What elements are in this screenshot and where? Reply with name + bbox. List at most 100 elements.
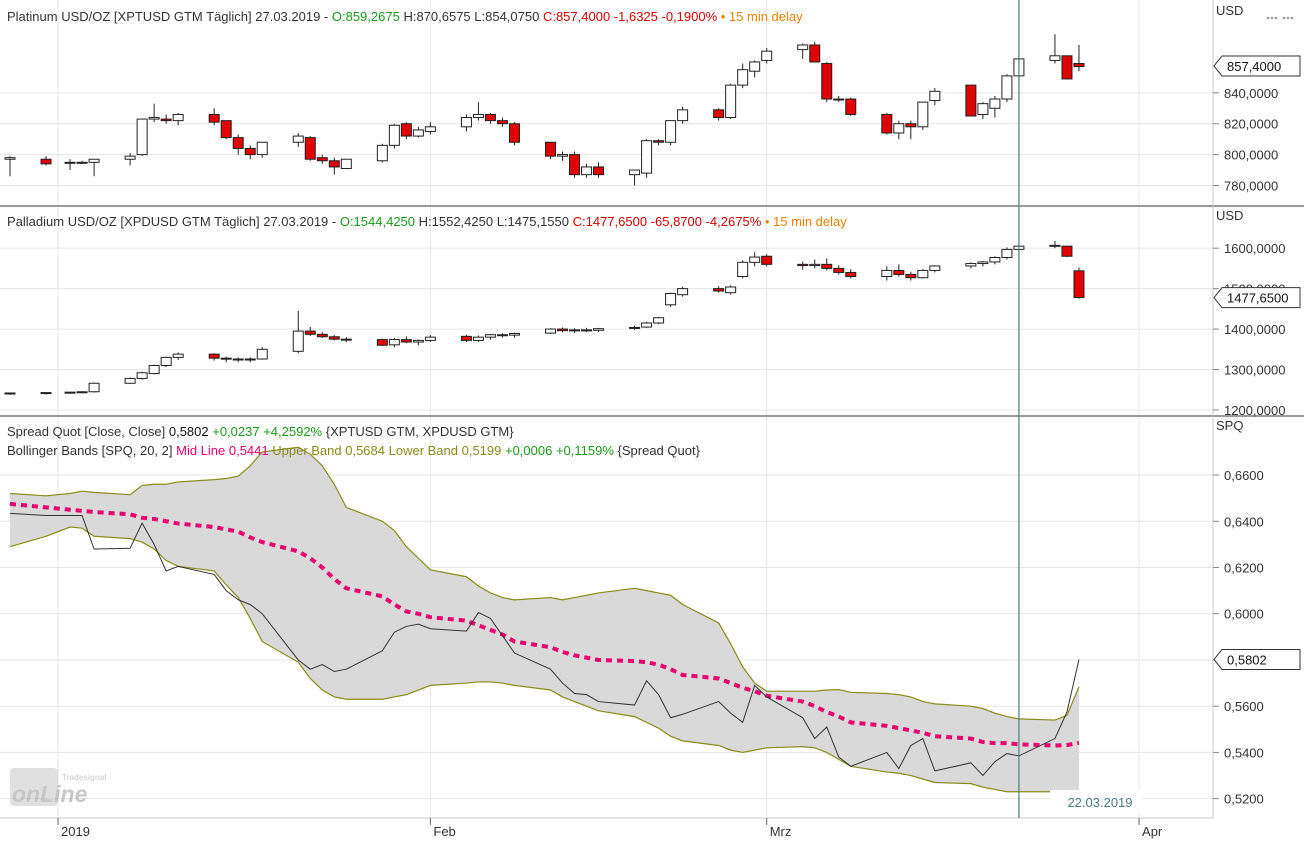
palladium-candle[interactable]	[316, 332, 328, 338]
platinum-candle[interactable]	[1049, 34, 1061, 64]
platinum-candle[interactable]	[328, 157, 340, 175]
palladium-candle[interactable]	[232, 357, 244, 363]
palladium-candle[interactable]	[1001, 247, 1013, 260]
palladium-candle[interactable]	[929, 265, 941, 273]
palladium-candles[interactable]	[4, 240, 1085, 395]
palladium-candle[interactable]	[460, 334, 472, 343]
palladium-candle[interactable]	[472, 335, 484, 343]
platinum-candle[interactable]	[472, 102, 484, 121]
platinum-candle[interactable]	[256, 141, 268, 158]
platinum-candle[interactable]	[460, 114, 472, 132]
platinum-candle[interactable]	[136, 118, 148, 157]
platinum-candle[interactable]	[593, 162, 605, 178]
palladium-candle[interactable]	[160, 356, 172, 368]
palladium-candle[interactable]	[905, 271, 917, 281]
platinum-candle[interactable]	[1061, 55, 1073, 80]
platinum-candle[interactable]	[88, 158, 100, 177]
palladium-candle[interactable]	[845, 269, 857, 279]
platinum-candle[interactable]	[148, 103, 160, 123]
palladium-candle[interactable]	[977, 261, 989, 267]
palladium-candle[interactable]	[148, 364, 160, 375]
palladium-candle[interactable]	[220, 356, 232, 363]
palladium-candle[interactable]	[256, 347, 268, 360]
platinum-candle[interactable]	[76, 160, 88, 164]
platinum-candle[interactable]	[797, 43, 809, 59]
platinum-candle[interactable]	[977, 102, 989, 120]
platinum-candle[interactable]	[208, 108, 220, 126]
palladium-candle[interactable]	[496, 333, 508, 338]
palladium-candle[interactable]	[328, 335, 340, 341]
palladium-candle[interactable]	[725, 285, 737, 295]
panel-close-icon[interactable]	[1282, 16, 1294, 20]
palladium-candle[interactable]	[124, 377, 136, 385]
palladium-candle[interactable]	[677, 286, 689, 297]
platinum-candle[interactable]	[881, 112, 893, 135]
spread-series[interactable]	[9, 446, 1080, 800]
palladium-candle[interactable]	[64, 391, 76, 394]
platinum-candle[interactable]	[749, 60, 761, 78]
palladium-candle[interactable]	[412, 339, 424, 346]
platinum-candle[interactable]	[244, 145, 256, 160]
palladium-candle[interactable]	[641, 321, 653, 328]
palladium-candle[interactable]	[665, 292, 677, 307]
palladium-candle[interactable]	[1061, 245, 1073, 258]
palladium-candle[interactable]	[797, 261, 809, 270]
palladium-candle[interactable]	[400, 336, 412, 344]
platinum-candle[interactable]	[424, 122, 436, 135]
platinum-candle[interactable]	[4, 156, 16, 177]
palladium-candle[interactable]	[989, 256, 1001, 265]
palladium-candle[interactable]	[881, 266, 893, 281]
palladium-candle[interactable]	[1049, 240, 1061, 249]
palladium-candle[interactable]	[172, 352, 184, 360]
platinum-candle[interactable]	[400, 122, 412, 140]
platinum-candle[interactable]	[496, 117, 508, 127]
palladium-candle[interactable]	[917, 269, 929, 279]
palladium-candle[interactable]	[244, 357, 256, 363]
palladium-candle[interactable]	[965, 262, 977, 269]
palladium-candle[interactable]	[88, 382, 100, 393]
platinum-candle[interactable]	[845, 97, 857, 116]
palladium-candle[interactable]	[292, 310, 304, 354]
palladium-candle[interactable]	[136, 371, 148, 380]
platinum-candle[interactable]	[629, 169, 641, 186]
lower-band-line[interactable]	[9, 526, 1080, 800]
panel-options-icon[interactable]	[1266, 16, 1278, 20]
platinum-candle[interactable]	[544, 141, 556, 160]
palladium-candle[interactable]	[593, 327, 605, 332]
palladium-candle[interactable]	[821, 258, 833, 271]
platinum-candle[interactable]	[1001, 74, 1013, 103]
platinum-candle[interactable]	[809, 41, 821, 63]
platinum-candle[interactable]	[304, 136, 316, 161]
platinum-candle[interactable]	[641, 139, 653, 178]
platinum-candle[interactable]	[725, 83, 737, 120]
platinum-candle[interactable]	[677, 106, 689, 124]
platinum-candle[interactable]	[388, 123, 400, 149]
platinum-candle[interactable]	[821, 61, 833, 103]
platinum-candle[interactable]	[172, 112, 184, 126]
platinum-candle[interactable]	[376, 143, 388, 163]
platinum-candle[interactable]	[1073, 44, 1085, 72]
platinum-candle[interactable]	[557, 151, 569, 161]
palladium-candle[interactable]	[629, 325, 641, 330]
palladium-candle[interactable]	[557, 327, 569, 333]
palladium-candle[interactable]	[484, 333, 496, 340]
palladium-candle[interactable]	[833, 265, 845, 275]
platinum-candle[interactable]	[713, 108, 725, 121]
platinum-candle[interactable]	[665, 120, 677, 146]
palladium-candle[interactable]	[40, 392, 52, 395]
platinum-candle[interactable]	[833, 95, 845, 103]
palladium-candle[interactable]	[76, 391, 88, 394]
platinum-candle[interactable]	[412, 126, 424, 138]
palladium-candle[interactable]	[508, 332, 520, 338]
platinum-candle[interactable]	[340, 158, 352, 169]
palladium-candle[interactable]	[761, 254, 773, 267]
platinum-candle[interactable]	[232, 134, 244, 155]
platinum-candle[interactable]	[292, 132, 304, 147]
palladium-candle[interactable]	[809, 259, 821, 269]
platinum-candle[interactable]	[893, 120, 905, 140]
palladium-candle[interactable]	[388, 337, 400, 348]
platinum-candle[interactable]	[989, 95, 1001, 118]
platinum-candle[interactable]	[64, 159, 76, 171]
mid-line[interactable]	[9, 501, 1080, 748]
platinum-candle[interactable]	[124, 153, 136, 166]
